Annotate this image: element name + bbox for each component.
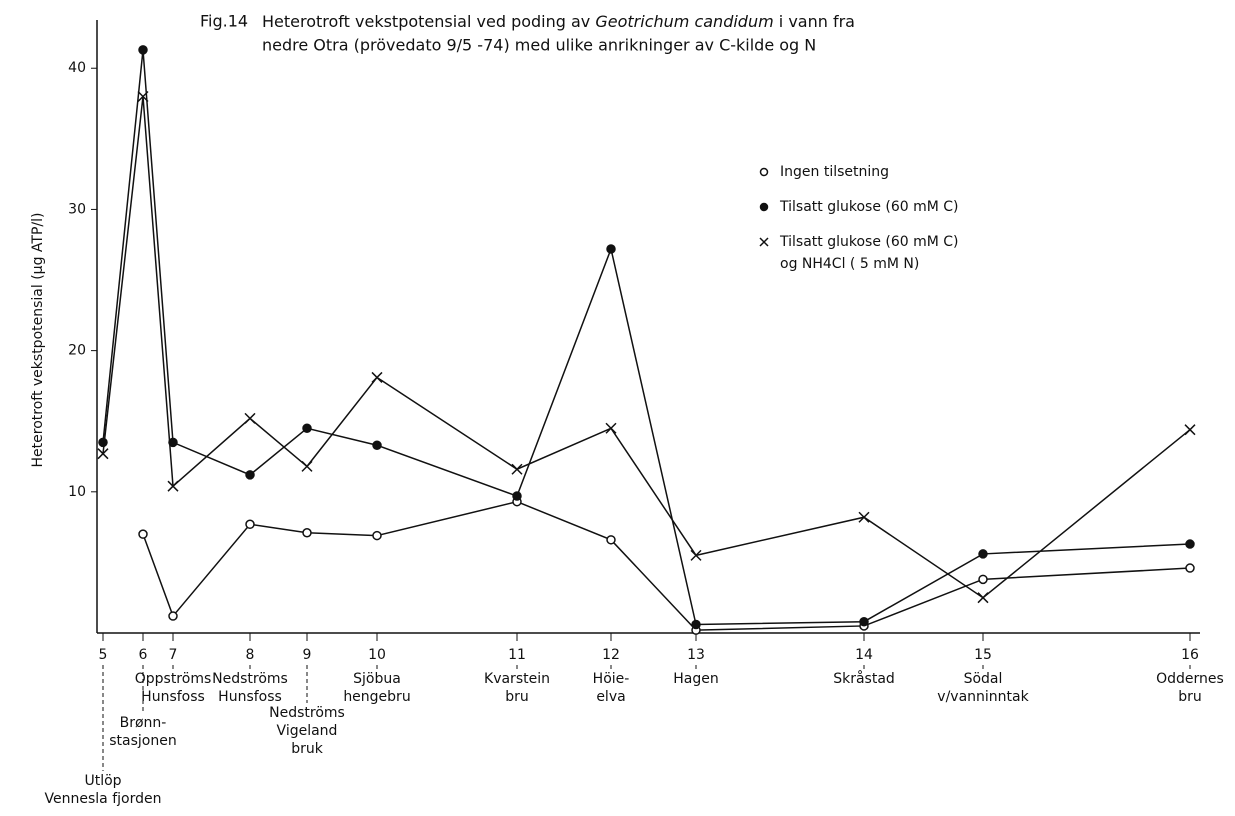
station-label: elva — [596, 689, 625, 705]
x-tick-label: 5 — [99, 647, 108, 663]
station-label: bru — [505, 689, 529, 705]
station-label: Hagen — [673, 671, 718, 687]
marker — [605, 422, 617, 434]
marker — [301, 460, 313, 472]
station-label: Nedströms — [269, 705, 345, 721]
chart-subtitle: nedre Otra (prövedato 9/5 -74) med ulike… — [262, 36, 816, 55]
x-tick-label: 6 — [139, 647, 148, 663]
marker — [511, 463, 523, 475]
marker — [859, 616, 869, 627]
legend-symbol — [759, 202, 769, 212]
marker — [372, 530, 382, 541]
marker — [1184, 424, 1196, 436]
marker — [1185, 563, 1195, 573]
marker — [98, 437, 108, 448]
marker — [690, 549, 702, 561]
x-tick-label: 7 — [169, 647, 178, 663]
marker — [168, 611, 178, 621]
station-label: Vennesla fjorden — [45, 791, 162, 807]
x-tick-label: 8 — [246, 647, 255, 663]
station-label: Skråstad — [833, 670, 895, 687]
title-part: i vann fra — [779, 12, 855, 31]
marker — [1185, 539, 1195, 549]
legend-symbol — [759, 167, 769, 177]
title-italic: Geotrichum candidum — [595, 12, 773, 31]
series-line — [102, 49, 1191, 626]
y-tick-label: 20 — [68, 343, 86, 359]
title-part: Heterotroft vekstpotensial ved poding av — [262, 12, 590, 31]
marker — [977, 592, 989, 604]
station-label: Södal — [964, 671, 1003, 687]
station-label: Oddernes — [1156, 671, 1224, 687]
legend-label: Ingen tilsetning — [780, 164, 889, 180]
marker — [245, 470, 255, 480]
station-label: stasjonen — [109, 733, 176, 749]
station-label: Brønn- — [120, 715, 167, 731]
station-label: Oppströms — [135, 671, 212, 687]
x-tick-label: 10 — [368, 647, 386, 663]
x-tick-label: 16 — [1181, 647, 1199, 663]
legend-label: og NH4Cl ( 5 mM N) — [780, 256, 919, 272]
marker — [302, 423, 312, 434]
station-label: bruk — [291, 741, 324, 757]
station-label: Nedströms — [212, 671, 288, 687]
marker — [371, 371, 383, 383]
y-axis-label: Heterotroft vekstpotensial (µg ATP/l) — [30, 213, 46, 468]
station-label: Sjöbua — [353, 671, 401, 687]
marker — [138, 529, 148, 539]
station-label: Kvarstein — [484, 671, 550, 687]
station-label: bru — [1178, 689, 1202, 705]
marker — [138, 45, 148, 55]
legend-label: Tilsatt glukose (60 mM C) — [779, 199, 959, 215]
x-tick-label: 12 — [602, 647, 620, 663]
marker — [372, 440, 382, 450]
marker — [606, 535, 616, 545]
station-label: v/vanninntak — [937, 689, 1029, 705]
station-label: Höie- — [593, 671, 630, 687]
x-tick-label: 9 — [303, 647, 312, 663]
figure-number: Fig.14 — [200, 12, 248, 31]
marker — [978, 574, 988, 585]
marker — [97, 448, 109, 460]
marker — [858, 511, 870, 523]
marker — [606, 244, 616, 254]
y-tick-label: 30 — [68, 201, 86, 217]
chart-title: Heterotroft vekstpotensial ved poding av… — [262, 12, 855, 31]
marker — [512, 491, 522, 501]
station-label: Utlöp — [84, 773, 121, 789]
y-tick-label: 10 — [68, 484, 86, 500]
x-tick-label: 14 — [855, 647, 873, 663]
station-label: hengebru — [343, 689, 410, 705]
x-tick-label: 15 — [974, 647, 992, 663]
marker — [167, 480, 179, 492]
marker — [137, 90, 149, 103]
series-line — [102, 96, 1191, 599]
station-label: Hunsfoss — [141, 689, 205, 705]
legend-symbol — [759, 237, 769, 247]
marker — [244, 412, 256, 424]
marker — [978, 549, 988, 559]
station-label: Vigeland — [277, 723, 338, 739]
station-label: Hunsfoss — [218, 689, 282, 705]
y-tick-label: 40 — [68, 60, 86, 76]
marker — [245, 519, 255, 530]
series-line — [142, 500, 1191, 631]
legend-label: Tilsatt glukose (60 mM C) — [779, 234, 959, 250]
x-tick-label: 13 — [687, 647, 705, 663]
x-tick-label: 11 — [508, 647, 526, 663]
marker — [302, 528, 312, 538]
marker — [691, 619, 701, 630]
